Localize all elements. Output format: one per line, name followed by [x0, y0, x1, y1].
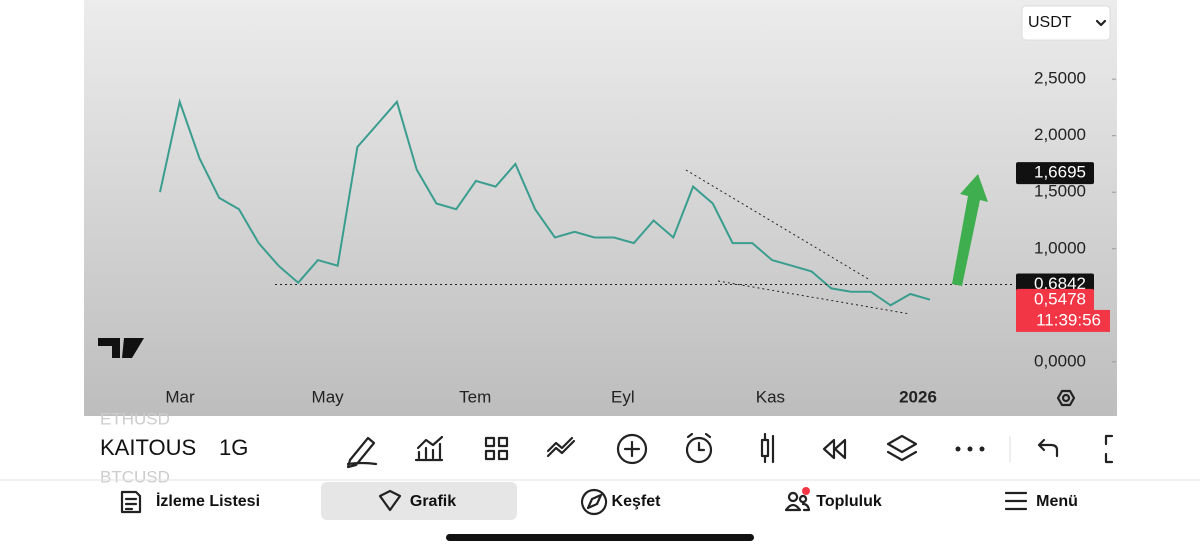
symbol[interactable]: KAITOUS: [100, 435, 196, 460]
chevron: [1095, 19, 1107, 27]
undo-icon[interactable]: [1037, 438, 1059, 458]
x-tick-label: Mar: [165, 387, 195, 406]
logo: [98, 338, 144, 358]
nav-tab[interactable]: Menü: [1036, 493, 1078, 510]
draw-icon[interactable]: [346, 436, 378, 469]
price-label: 0,6842: [1034, 274, 1086, 293]
explore-icon[interactable]: [580, 488, 608, 516]
more-dot: [979, 446, 985, 452]
alert-hands: [686, 432, 712, 452]
x-tick-label: May: [312, 387, 345, 406]
nav-tab[interactable]: Topluluk: [816, 493, 882, 510]
y-tick-label: 2,0000: [1034, 125, 1086, 144]
tool-icons: [346, 432, 1114, 469]
menu-icon[interactable]: [1004, 491, 1028, 511]
watchlist-icon[interactable]: [120, 490, 142, 514]
layers-icon[interactable]: [886, 434, 918, 462]
fullscreen-icon[interactable]: [1104, 434, 1114, 464]
y-tick-label: 0,0000: [1034, 351, 1086, 370]
active-tab-bg: [321, 482, 517, 520]
nav-tab[interactable]: Keşfet: [612, 493, 662, 510]
nav-tab[interactable]: İzleme Listesi: [156, 492, 260, 510]
chart-icon[interactable]: [378, 489, 402, 512]
currency: USDT: [1028, 14, 1072, 31]
more-dot[interactable]: [955, 446, 961, 452]
replay-icon[interactable]: [822, 438, 847, 460]
compare-icon[interactable]: [546, 436, 576, 458]
x-tick-label: Kas: [756, 387, 785, 406]
y-tick-label: 1,0000: [1034, 238, 1086, 257]
arrow: [952, 174, 988, 286]
add-icon[interactable]: [616, 433, 648, 465]
countdown: 11:39:56: [1036, 310, 1101, 329]
nav-tab[interactable]: Grafik: [410, 493, 456, 510]
price-label: 1,6695: [1034, 163, 1086, 182]
currency-select[interactable]: [1021, 5, 1111, 41]
settings-icon[interactable]: [1056, 389, 1076, 407]
interval[interactable]: 1G: [219, 435, 248, 460]
symbol-faded: ETHUSD: [100, 409, 170, 428]
toolbar: [84, 416, 1117, 480]
community-icon[interactable]: [784, 491, 811, 512]
y-tick-label: 1,5000: [1034, 182, 1086, 201]
countdown-box: [1016, 309, 1110, 332]
price-line: [159, 98, 931, 307]
add-plus: [623, 440, 641, 458]
fade: [196, 416, 216, 480]
symbol-faded: BTCUSD: [100, 467, 170, 486]
price-label-box: [1016, 162, 1094, 185]
settings-dot: [1061, 393, 1071, 403]
x-tick-label: Tem: [459, 387, 491, 406]
more-dot: [967, 446, 973, 452]
y-tick-label: 2,5000: [1034, 69, 1086, 88]
price-label: 0,5478: [1034, 289, 1086, 308]
x-tick-label: Eyl: [611, 387, 635, 406]
price-label-box: [1016, 288, 1094, 311]
alert-icon[interactable]: [685, 436, 713, 464]
x-tick-label: 2026: [899, 387, 937, 406]
chart-area: [84, 0, 1117, 416]
candle-icon[interactable]: [760, 432, 775, 464]
templates-icon[interactable]: [484, 436, 509, 461]
home-indicator: [446, 534, 754, 541]
indicator-icon[interactable]: [414, 435, 444, 462]
trend-line: [685, 169, 871, 281]
notification-dot: [802, 487, 810, 495]
